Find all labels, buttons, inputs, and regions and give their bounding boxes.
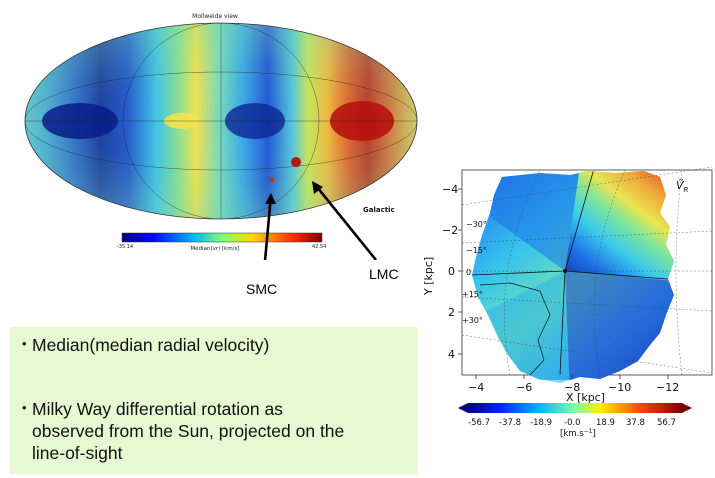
x-tick: −8 xyxy=(564,381,580,394)
xy-colorbar xyxy=(468,403,682,413)
lmc-arrow xyxy=(315,186,378,260)
x-tick: −4 xyxy=(468,381,484,394)
angle-label: 0 xyxy=(466,268,471,277)
y-axis-label: Y [kpc] xyxy=(422,257,435,296)
mollweide-colorbar xyxy=(122,233,322,242)
angle-label: +30° xyxy=(462,316,483,325)
bullet-dot: • xyxy=(22,400,27,415)
bullet-dot: • xyxy=(22,336,27,351)
bullet-rotation-line1: Milky Way differential rotation as xyxy=(32,399,283,419)
bullet-rotation-line3: line-of-sight xyxy=(32,443,123,463)
angle-label: +15° xyxy=(462,290,483,299)
angle-label: −30° xyxy=(466,220,487,229)
y-tick: 4 xyxy=(448,348,455,361)
x-axis-label: X [kpc] xyxy=(566,391,605,404)
cbar-tick: -56.7 xyxy=(468,418,490,428)
bullet-median: Median(median radial velocity) xyxy=(32,335,270,355)
y-tick: −2 xyxy=(442,224,458,237)
bullet-text-box: • Median(median radial velocity) • Milky… xyxy=(10,327,418,474)
angle-label: −15° xyxy=(466,246,487,255)
mollweide-title: Mollweide view xyxy=(192,13,238,20)
bullet-rotation-line2: observed from the Sun, projected on the xyxy=(32,421,345,441)
x-tick: −6 xyxy=(516,381,532,394)
colorbar-min: -35.14 xyxy=(117,244,134,250)
smc-label: SMC xyxy=(246,281,278,297)
xy-velocity-map: −4 −2 0 2 4 −4 −6 −8 −10 −12 X [kpc] Y [… xyxy=(422,166,713,439)
cbar-tick: -37.8 xyxy=(499,418,521,428)
smc-arrow xyxy=(263,194,273,260)
cbar-tick: 56.7 xyxy=(657,418,676,428)
cbar-tick: -0.0 xyxy=(564,418,581,428)
cbar-tick: -18.9 xyxy=(530,418,552,428)
velocity-symbol: ṼR xyxy=(676,179,689,194)
cbar-tick: 37.8 xyxy=(626,418,645,428)
colorbar-label: Median(vr) [km/s] xyxy=(190,246,240,252)
cbar-unit: [km.s−1] xyxy=(560,428,596,439)
y-tick: −4 xyxy=(442,183,458,196)
mollweide-map xyxy=(24,22,418,260)
galactic-frame-label: Galactic xyxy=(363,206,395,214)
x-tick: −12 xyxy=(656,381,679,394)
y-tick: 2 xyxy=(448,306,455,319)
colorbar-max: 42.54 xyxy=(312,244,327,250)
x-tick: −10 xyxy=(608,381,631,394)
lmc-label: LMC xyxy=(369,266,399,282)
cbar-tick: 18.9 xyxy=(596,418,615,428)
y-tick: 0 xyxy=(448,265,455,278)
